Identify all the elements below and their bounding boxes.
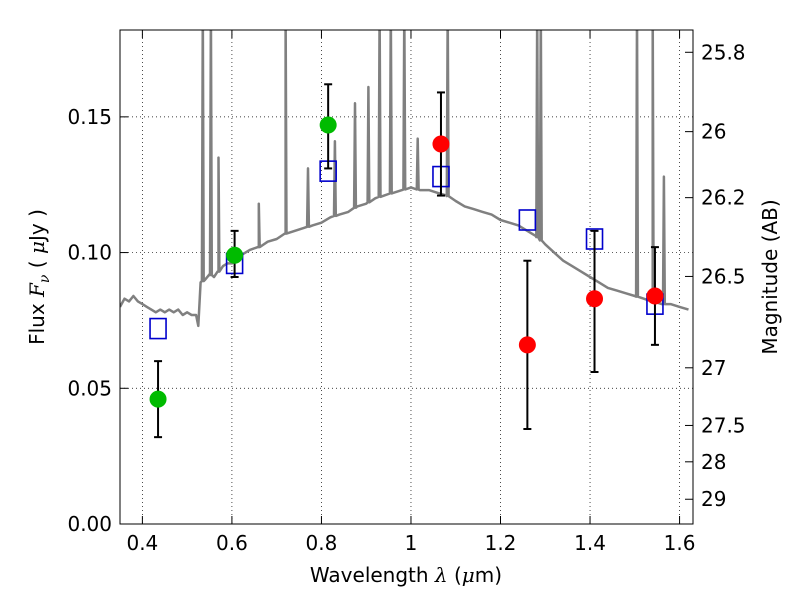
red-data-point: [432, 135, 450, 153]
red-data-point: [518, 336, 536, 354]
green-data-point: [226, 246, 244, 264]
red-data-point: [586, 290, 604, 308]
red-data-point: [646, 287, 664, 305]
x-tick-label: 1: [405, 531, 418, 555]
model-photometry-square: [518, 209, 537, 231]
y2-tick-label: 25.8: [701, 40, 746, 64]
y-tick-label: 0.00: [67, 512, 112, 536]
x-tick-label: 0.4: [126, 531, 158, 555]
x-tick-label: 1.4: [574, 531, 606, 555]
data-layer: [120, 30, 689, 439]
model-photometry-square: [149, 317, 167, 340]
y2-tick-label: 26.2: [701, 186, 746, 210]
green-data-point: [149, 390, 167, 408]
x-tick-label: 0.6: [216, 531, 248, 555]
green-data-point: [319, 116, 337, 134]
y-tick-label: 0.15: [67, 105, 112, 129]
y2-axis-label: Magnitude (AB): [758, 199, 782, 354]
y2-tick-label: 26.5: [701, 264, 746, 288]
y-axis-label: Flux Fν ( μJy ): [25, 209, 53, 345]
y2-tick-label: 26: [701, 120, 726, 144]
y-tick-label: 0.05: [67, 376, 112, 400]
plot-frame: [119, 29, 694, 525]
x-tick-label: 1.2: [485, 531, 517, 555]
x-tick-label: 0.8: [306, 531, 338, 555]
x-axis-label: Wavelength λ (μm): [310, 563, 502, 587]
tick-layer: 0.4 0.6 0.8 1 1.2 1.4 1.6 0.00 0.05 0.10 0.15 25.8 2…: [67, 30, 746, 555]
y2-tick-label: 27.5: [701, 413, 746, 437]
y2-tick-label: 28: [701, 450, 726, 474]
y2-tick-label: 29: [701, 487, 726, 511]
y2-tick-label: 27: [701, 356, 726, 380]
model-spectrum-line: [120, 30, 689, 328]
x-tick-label: 1.6: [664, 531, 696, 555]
y-tick-label: 0.10: [67, 241, 112, 265]
